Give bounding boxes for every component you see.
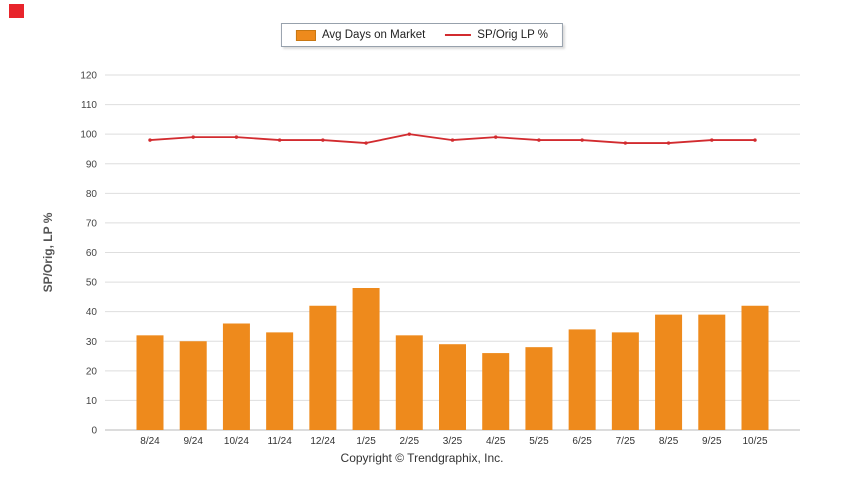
line-marker (407, 132, 411, 136)
x-tick-label: 11/24 (267, 436, 292, 447)
y-tick-label: 20 (86, 366, 98, 377)
line-marker (364, 141, 368, 145)
bar-10/24 (222, 323, 250, 430)
x-tick-label: 3/25 (443, 436, 463, 447)
bar-8/24 (136, 335, 164, 430)
y-tick-label: 70 (86, 218, 98, 229)
x-tick-label: 10/25 (742, 436, 767, 447)
line-marker (321, 138, 325, 142)
x-tick-label: 2/25 (400, 436, 420, 447)
line-marker (666, 141, 671, 145)
bar-7/25 (611, 332, 639, 430)
bar-10/25 (741, 305, 769, 430)
bar-11/24 (266, 332, 294, 430)
legend-item-line: SP/Orig LP % (445, 29, 548, 41)
bar-9/25 (698, 314, 726, 430)
line-marker (234, 135, 239, 139)
x-tick-label: 7/25 (616, 436, 636, 447)
bar-9/24 (179, 341, 207, 430)
y-tick-label: 80 (86, 189, 98, 200)
line-marker (450, 138, 455, 142)
line-marker (580, 138, 584, 142)
y-tick-label: 60 (86, 248, 98, 259)
bar-1/25 (352, 288, 380, 430)
legend-label-line: SP/Orig LP % (477, 29, 549, 41)
x-tick-label: 9/25 (702, 436, 722, 447)
line-marker (277, 138, 282, 142)
y-tick-label: 90 (86, 159, 98, 170)
line-marker (191, 135, 195, 139)
bar-8/25 (655, 314, 683, 430)
line-marker (753, 138, 757, 142)
y-tick-label: 30 (86, 337, 98, 348)
y-tick-label: 10 (86, 396, 98, 407)
bar-6/25 (568, 329, 596, 430)
y-tick-label: 40 (86, 307, 98, 318)
bar-12/24 (309, 305, 337, 430)
combo-chart: 0 10 20 30 40 50 60 70 80 90 100 110 120 8/24 9/24 10/2… (41, 71, 800, 447)
x-tick-label: 1/25 (356, 436, 376, 447)
x-tick-label: 9/24 (183, 436, 203, 447)
line-marker (623, 141, 628, 145)
x-tick-label: 6/25 (572, 436, 592, 447)
y-tick-label: 0 (91, 426, 97, 437)
x-tick-label: 12/24 (310, 436, 335, 447)
legend-item-bars: Avg Days on Market (295, 29, 426, 41)
corner-marker (9, 4, 24, 18)
y-axis-title: SP/Orig, LP % (41, 212, 55, 292)
bar-3/25 (439, 344, 466, 430)
y-tick-label: 50 (86, 278, 98, 289)
y-tick-label: 100 (80, 130, 97, 141)
line-marker (710, 138, 714, 142)
x-tick-label: 5/25 (529, 436, 549, 447)
copyright-text: Copyright © Trendgraphix, Inc. (340, 451, 504, 465)
x-tick-label: 8/25 (659, 436, 679, 447)
line-marker (148, 138, 152, 142)
x-tick-label: 10/24 (224, 436, 249, 447)
bar-swatch-icon (295, 29, 316, 41)
bar-4/25 (482, 353, 510, 430)
x-tick-label: 8/24 (140, 436, 160, 447)
line-marker (537, 138, 541, 142)
bar-2/25 (395, 335, 423, 430)
x-tick-label: 4/25 (486, 436, 506, 447)
chart-legend: Avg Days on Market SP/Orig LP % (280, 23, 564, 47)
y-tick-label: 110 (81, 100, 97, 111)
bar-5/25 (525, 347, 553, 430)
line-swatch-icon (445, 34, 472, 36)
legend-label-bars: Avg Days on Market (321, 29, 426, 41)
line-marker (494, 135, 498, 139)
y-tick-label: 120 (80, 71, 97, 82)
